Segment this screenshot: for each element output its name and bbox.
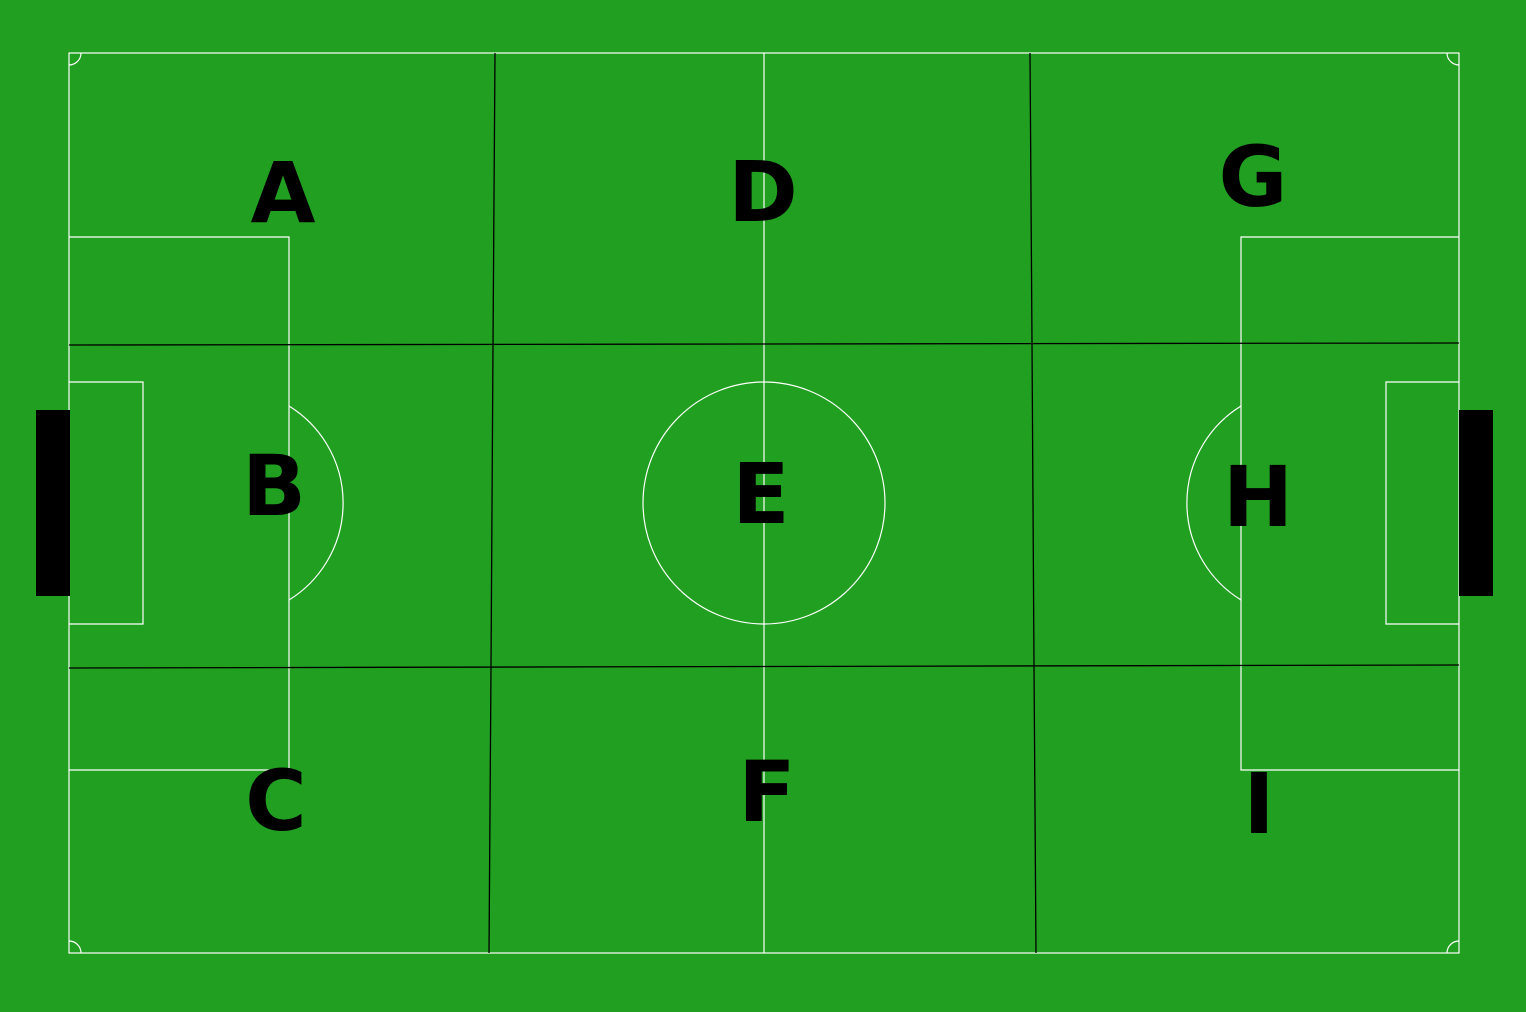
zone-label-a: A <box>250 144 315 242</box>
zone-label-d: D <box>728 143 798 241</box>
zone-label-f: F <box>738 743 795 841</box>
corner-arc-bottom-left <box>68 940 82 954</box>
left-goal-area <box>69 381 144 625</box>
grid-line-horizontal-top <box>68 342 1460 346</box>
grid-line-horizontal-bottom <box>68 664 1460 669</box>
right-penalty-area <box>1240 236 1459 771</box>
right-goal-area <box>1385 381 1459 625</box>
center-circle <box>642 381 886 625</box>
right-penalty-arc <box>1186 405 1242 601</box>
left-penalty-arc <box>288 405 344 601</box>
zone-label-h: H <box>1223 448 1293 546</box>
zone-label-g: G <box>1219 128 1288 226</box>
corner-arc-bottom-right <box>1446 940 1460 954</box>
zone-label-b: B <box>242 437 306 535</box>
zone-label-i: I <box>1243 755 1274 853</box>
corner-arc-top-left <box>68 52 82 66</box>
zone-grid <box>68 52 1460 954</box>
left-goal <box>36 410 70 596</box>
grid-line-vertical-left <box>488 52 496 954</box>
zone-labels: A B C D E F G H I <box>242 128 1293 853</box>
right-goal <box>1459 410 1493 596</box>
zone-label-e: E <box>732 445 789 543</box>
left-penalty-area <box>69 236 290 771</box>
corner-arc-top-right <box>1446 52 1460 66</box>
zone-label-c: C <box>245 752 307 850</box>
grid-line-vertical-right <box>1029 52 1037 954</box>
